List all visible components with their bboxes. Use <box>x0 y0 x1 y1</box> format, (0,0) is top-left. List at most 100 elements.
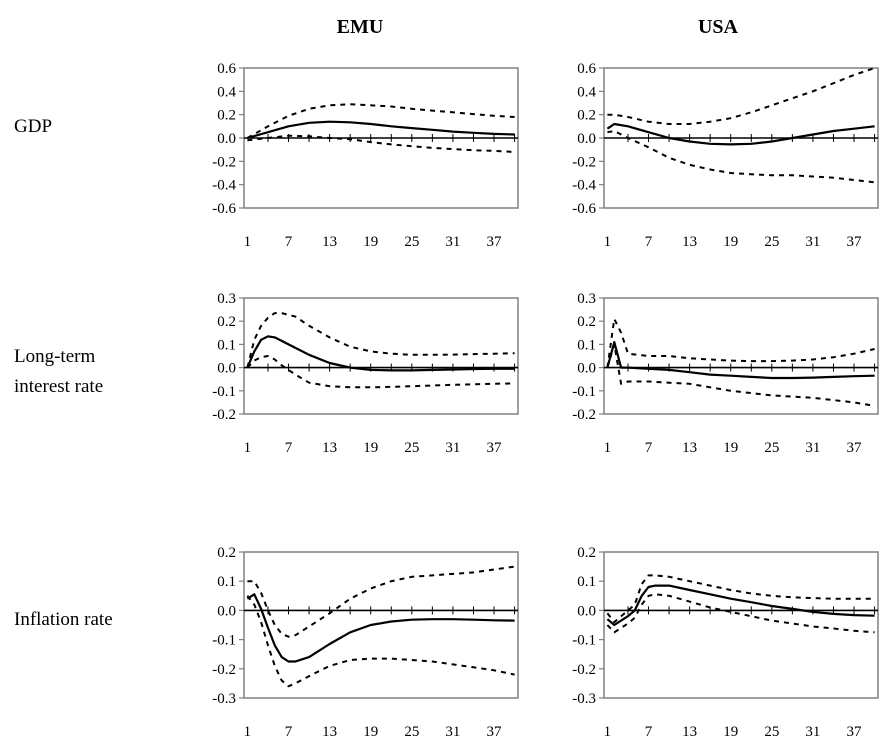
row-label-gdp: GDP <box>14 112 52 142</box>
x-tick-label-usa-gdp: 13 <box>682 234 697 250</box>
y-tick-label-usa-long-term-interest-rate: 0.3 <box>577 291 596 307</box>
y-tick-label-emu-long-term-interest-rate: 0.1 <box>217 337 236 353</box>
x-tick-label-usa-long-term-interest-rate: 19 <box>723 440 738 456</box>
x-tick-label-usa-long-term-interest-rate: 7 <box>645 440 653 456</box>
x-tick-label-usa-long-term-interest-rate: 37 <box>847 440 863 456</box>
x-tick-label-emu-inflation-rate: 19 <box>363 724 378 740</box>
x-tick-label-emu-long-term-interest-rate: 31 <box>445 440 460 456</box>
x-tick-label-usa-gdp: 31 <box>805 234 820 250</box>
x-tick-label-usa-inflation-rate: 31 <box>805 724 820 740</box>
x-tick-label-usa-long-term-interest-rate: 25 <box>764 440 779 456</box>
row-label-interest-line2: interest rate <box>14 376 104 397</box>
x-tick-label-emu-long-term-interest-rate: 19 <box>363 440 378 456</box>
x-tick-label-emu-inflation-rate: 37 <box>487 724 503 740</box>
column-title-usa: USA <box>697 16 738 38</box>
x-tick-label-usa-gdp: 7 <box>645 234 653 250</box>
x-tick-label-emu-inflation-rate: 31 <box>445 724 460 740</box>
y-tick-label-usa-long-term-interest-rate: 0.2 <box>577 314 596 330</box>
y-tick-label-emu-gdp: -0.4 <box>212 178 236 194</box>
y-tick-label-usa-gdp: -0.4 <box>572 178 596 194</box>
x-tick-label-emu-gdp: 1 <box>244 234 252 250</box>
x-tick-label-usa-inflation-rate: 1 <box>604 724 612 740</box>
y-tick-label-emu-inflation-rate: 0.1 <box>217 574 236 590</box>
y-tick-label-usa-inflation-rate: -0.2 <box>572 662 596 678</box>
x-tick-label-usa-inflation-rate: 37 <box>847 724 863 740</box>
series-estimate-usa-long-term-interest-rate <box>606 341 875 380</box>
x-tick-label-emu-inflation-rate: 7 <box>285 724 293 740</box>
y-tick-label-emu-inflation-rate: -0.2 <box>212 662 236 678</box>
series-lower-emu-long-term-interest-rate <box>246 355 515 389</box>
row-label-inflation-text: Inflation rate <box>14 609 113 630</box>
series-lower-emu-inflation-rate <box>246 595 515 688</box>
y-tick-label-usa-inflation-rate: -0.3 <box>572 691 596 707</box>
x-tick-label-emu-gdp: 37 <box>487 234 503 250</box>
y-tick-label-emu-inflation-rate: -0.1 <box>212 633 236 649</box>
y-tick-label-usa-inflation-rate: 0.2 <box>577 545 596 561</box>
y-tick-label-emu-long-term-interest-rate: -0.2 <box>212 407 236 423</box>
y-tick-label-usa-long-term-interest-rate: -0.2 <box>572 407 596 423</box>
x-tick-label-emu-inflation-rate: 13 <box>322 724 337 740</box>
plot-frame-usa-inflation-rate <box>603 551 879 699</box>
y-tick-label-usa-inflation-rate: -0.1 <box>572 633 596 649</box>
x-tick-label-usa-gdp: 37 <box>847 234 863 250</box>
y-tick-label-usa-gdp: 0.6 <box>577 61 596 77</box>
x-tick-label-emu-inflation-rate: 25 <box>404 724 419 740</box>
series-estimate-emu-gdp <box>247 120 515 140</box>
row-label-interest: Long-term interest rate <box>14 342 103 402</box>
y-tick-label-usa-gdp: 0.4 <box>577 84 596 100</box>
series-upper-usa-gdp <box>607 67 875 125</box>
y-tick-label-emu-gdp: 0.6 <box>217 61 236 77</box>
y-tick-label-usa-long-term-interest-rate: -0.1 <box>572 384 596 400</box>
series-estimate-emu-inflation-rate <box>246 593 515 663</box>
series-estimate-usa-gdp <box>606 122 875 146</box>
y-tick-label-usa-gdp: -0.6 <box>572 201 596 217</box>
y-tick-label-emu-long-term-interest-rate: 0.2 <box>217 314 236 330</box>
series-estimate-usa-inflation-rate <box>606 584 875 627</box>
series-lower-emu-gdp <box>247 134 515 153</box>
x-tick-label-usa-long-term-interest-rate: 31 <box>805 440 820 456</box>
plot-frame-emu-inflation-rate <box>243 551 519 699</box>
x-tick-label-emu-gdp: 7 <box>285 234 293 250</box>
y-tick-label-emu-gdp: -0.6 <box>212 201 236 217</box>
row-label-interest-line1: Long-term <box>14 346 96 367</box>
series-upper-usa-inflation-rate <box>606 574 875 624</box>
y-tick-label-emu-inflation-rate: 0.0 <box>217 603 236 619</box>
column-title-emu: EMU <box>336 16 384 38</box>
x-tick-label-usa-inflation-rate: 19 <box>723 724 738 740</box>
series-upper-emu-gdp <box>246 103 515 139</box>
series-lower-usa-long-term-interest-rate <box>606 343 875 407</box>
x-tick-label-usa-gdp: 19 <box>723 234 738 250</box>
series-upper-emu-long-term-interest-rate <box>246 312 515 368</box>
x-tick-label-usa-long-term-interest-rate: 13 <box>682 440 697 456</box>
series-upper-emu-inflation-rate <box>247 565 515 638</box>
y-tick-label-emu-long-term-interest-rate: 0.3 <box>217 291 236 307</box>
row-label-gdp-text: GDP <box>14 116 53 137</box>
x-tick-label-emu-gdp: 13 <box>322 234 337 250</box>
plot-frame-emu-long-term-interest-rate <box>243 297 519 415</box>
y-tick-label-emu-inflation-rate: 0.2 <box>217 545 236 561</box>
x-tick-label-emu-long-term-interest-rate: 7 <box>285 440 293 456</box>
x-tick-label-emu-long-term-interest-rate: 37 <box>487 440 503 456</box>
x-tick-label-usa-long-term-interest-rate: 1 <box>604 440 612 456</box>
x-tick-label-emu-gdp: 25 <box>404 234 419 250</box>
x-tick-label-usa-inflation-rate: 13 <box>682 724 697 740</box>
plot-frame-usa-long-term-interest-rate <box>603 297 879 415</box>
y-tick-label-emu-gdp: 0.4 <box>217 84 236 100</box>
x-tick-label-usa-gdp: 25 <box>764 234 779 250</box>
y-tick-label-emu-long-term-interest-rate: -0.1 <box>212 384 236 400</box>
y-tick-label-usa-inflation-rate: 0.0 <box>577 603 596 619</box>
y-tick-label-usa-long-term-interest-rate: 0.1 <box>577 337 596 353</box>
x-tick-label-usa-gdp: 1 <box>604 234 612 250</box>
y-tick-label-emu-inflation-rate: -0.3 <box>212 691 236 707</box>
y-tick-label-emu-gdp: -0.2 <box>212 154 236 170</box>
y-tick-label-usa-inflation-rate: 0.1 <box>577 574 596 590</box>
x-tick-label-emu-long-term-interest-rate: 25 <box>404 440 419 456</box>
y-tick-label-emu-long-term-interest-rate: 0.0 <box>217 361 236 377</box>
y-tick-label-emu-gdp: 0.0 <box>217 131 236 147</box>
row-label-inflation: Inflation rate <box>14 605 113 635</box>
x-tick-label-usa-inflation-rate: 7 <box>645 724 653 740</box>
x-tick-label-emu-long-term-interest-rate: 1 <box>244 440 252 456</box>
series-estimate-emu-long-term-interest-rate <box>246 335 515 372</box>
series-lower-usa-gdp <box>607 130 875 184</box>
